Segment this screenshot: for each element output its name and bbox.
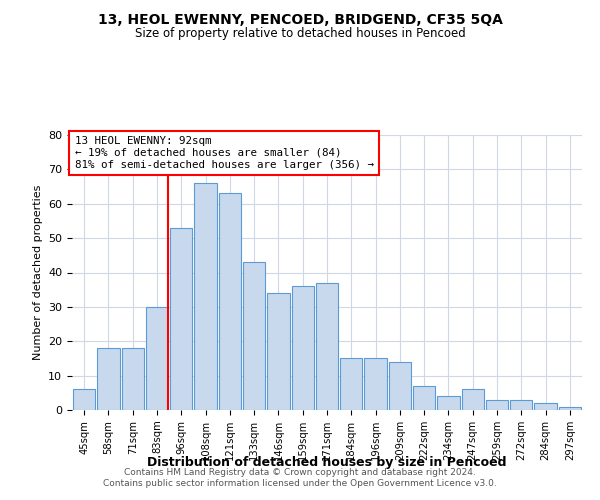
Bar	[559, 406, 581, 410]
Bar	[437, 396, 460, 410]
Text: Distribution of detached houses by size in Pencoed: Distribution of detached houses by size …	[147, 456, 507, 469]
Bar	[97, 348, 119, 410]
Bar	[340, 358, 362, 410]
Bar	[413, 386, 436, 410]
Bar	[194, 183, 217, 410]
Bar	[364, 358, 387, 410]
Bar	[267, 293, 290, 410]
Y-axis label: Number of detached properties: Number of detached properties	[32, 185, 43, 360]
Bar	[510, 400, 532, 410]
Bar	[316, 283, 338, 410]
Bar	[535, 403, 557, 410]
Bar	[170, 228, 193, 410]
Text: 13 HEOL EWENNY: 92sqm
← 19% of detached houses are smaller (84)
81% of semi-deta: 13 HEOL EWENNY: 92sqm ← 19% of detached …	[74, 136, 374, 170]
Bar	[73, 390, 95, 410]
Bar	[389, 362, 411, 410]
Bar	[461, 390, 484, 410]
Text: Size of property relative to detached houses in Pencoed: Size of property relative to detached ho…	[134, 28, 466, 40]
Bar	[243, 262, 265, 410]
Text: Contains HM Land Registry data © Crown copyright and database right 2024.
Contai: Contains HM Land Registry data © Crown c…	[103, 468, 497, 487]
Bar	[122, 348, 144, 410]
Bar	[486, 400, 508, 410]
Bar	[292, 286, 314, 410]
Bar	[146, 307, 168, 410]
Text: 13, HEOL EWENNY, PENCOED, BRIDGEND, CF35 5QA: 13, HEOL EWENNY, PENCOED, BRIDGEND, CF35…	[98, 12, 502, 26]
Bar	[218, 194, 241, 410]
